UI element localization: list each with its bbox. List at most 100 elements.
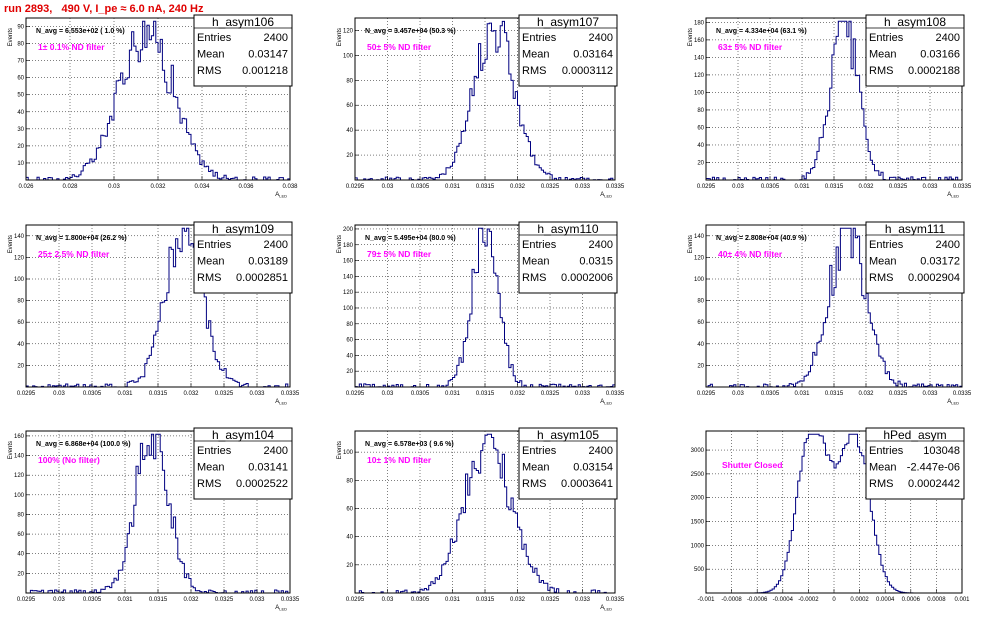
x-axis-title: ALED	[275, 399, 287, 406]
stats-box	[865, 14, 965, 87]
y-tick-label: 40	[17, 110, 24, 116]
x-tick-label: 0.033	[922, 391, 938, 397]
stats-name-mean: Mean	[522, 462, 550, 474]
y-tick-label: 60	[346, 506, 353, 512]
x-tick-label: 0.0315	[149, 597, 168, 603]
x-tick-label: 0.0006	[902, 597, 921, 603]
x-tick-label: 0.0305	[411, 391, 430, 397]
y-tick-label: 200	[343, 227, 354, 233]
histogram-panel-h_asym105: 0.0295 0.03 0.0305 0.031 0.0315 0.032 0.0325 0.…	[337, 427, 625, 612]
stats-name-entries: Entries	[869, 32, 904, 44]
histogram-panel-h_asym106: 0.026 0.028 0.03 0.032 0.034 0.036 0.038 10 20 30…	[8, 14, 298, 199]
filter-annotation: 79± 5% ND filter	[367, 249, 432, 259]
y-tick-label: 120	[343, 28, 354, 34]
filter-annotation: 10± 1% ND filter	[367, 455, 432, 465]
y-tick-label: 2000	[691, 496, 705, 502]
x-tick-label: 0.0325	[215, 597, 234, 603]
stats-value-entries: 2400	[589, 239, 613, 251]
y-tick-label: 80	[17, 299, 24, 305]
stats-title: h_asym104	[212, 428, 274, 442]
stats-name-mean: Mean	[197, 256, 225, 268]
x-tick-label: 0.0295	[17, 597, 36, 603]
x-axis-title: ALED	[600, 605, 612, 612]
x-tick-label: 0.03	[382, 391, 394, 397]
stats-value-entries: 2400	[936, 32, 960, 44]
stats-name-entries: Entries	[869, 445, 904, 457]
y-tick-label: 80	[697, 108, 704, 114]
y-tick-label: 80	[17, 42, 24, 48]
y-tick-label: 40	[346, 128, 353, 134]
stats-box	[865, 221, 965, 294]
y-tick-label: 100	[694, 90, 705, 96]
x-tick-label: 0.03	[108, 184, 120, 190]
y-tick-label: 160	[14, 434, 25, 440]
stats-name-entries: Entries	[197, 239, 232, 251]
stats-value-rms: 0.0003641	[561, 478, 613, 490]
y-tick-label: 120	[694, 255, 705, 261]
x-tick-label: 0.038	[282, 184, 298, 190]
stats-title: h_asym108	[884, 15, 946, 29]
x-tick-label: 0.0305	[83, 391, 102, 397]
x-tick-label: 0.001	[954, 597, 970, 603]
stats-value-mean: 0.03164	[573, 49, 613, 61]
x-tick-label: 0.0315	[825, 391, 844, 397]
stats-value-mean: 0.03154	[573, 462, 613, 474]
stats-value-rms: 0.0002442	[908, 478, 960, 490]
y-tick-label: 60	[17, 76, 24, 82]
stats-name-rms: RMS	[197, 478, 221, 490]
y-tick-label: 20	[697, 363, 704, 369]
stats-box	[193, 221, 293, 294]
x-axis-title: ALED	[275, 192, 287, 199]
stats-name-mean: Mean	[869, 462, 897, 474]
x-tick-label: 0.03	[732, 184, 744, 190]
y-tick-label: 80	[346, 322, 353, 328]
stats-title: h_asym110	[537, 222, 598, 236]
y-tick-label: 70	[17, 59, 24, 65]
x-tick-label: 0.0315	[476, 597, 495, 603]
x-tick-label: 0.03	[53, 391, 65, 397]
x-tick-label: 0.0305	[761, 184, 780, 190]
y-tick-label: 20	[697, 160, 704, 166]
y-tick-label: 80	[697, 299, 704, 305]
stats-name-entries: Entries	[522, 32, 557, 44]
x-tick-label: 0.0315	[149, 391, 168, 397]
histogram-panel-h_asym107: 0.0295 0.03 0.0305 0.031 0.0315 0.032 0.0325 0.…	[337, 14, 625, 199]
stats-name-mean: Mean	[197, 462, 225, 474]
x-tick-label: 0.0325	[541, 597, 560, 603]
y-tick-label: 80	[17, 512, 24, 518]
stats-name-mean: Mean	[522, 49, 550, 61]
stats-value-mean: -2.447e-06	[907, 462, 960, 474]
histogram-line	[706, 433, 962, 594]
x-axis-title: ALED	[275, 605, 287, 612]
y-tick-label: 180	[343, 243, 354, 249]
stats-name-entries: Entries	[522, 445, 557, 457]
x-tick-label: 0.03	[53, 597, 65, 603]
histogram-line	[25, 20, 290, 181]
y-tick-label: 60	[17, 532, 24, 538]
y-tick-label: 2500	[691, 472, 705, 478]
stats-box	[518, 427, 618, 500]
x-tick-label: 0.0335	[606, 391, 625, 397]
x-tick-label: 0.031	[117, 391, 133, 397]
x-tick-label: 0.028	[62, 184, 78, 190]
y-axis-title: Events	[688, 28, 694, 46]
y-axis-title: Events	[337, 441, 343, 459]
x-tick-label: 0.0295	[346, 597, 365, 603]
stats-name-rms: RMS	[869, 478, 893, 490]
stats-value-entries: 2400	[264, 445, 288, 457]
x-tick-label: 0.0295	[346, 184, 365, 190]
stats-value-entries: 2400	[936, 239, 960, 251]
y-tick-label: 40	[17, 552, 24, 558]
run-title: run 2893, 490 V, I_pe ≈ 6.0 nA, 240 Hz	[4, 3, 204, 15]
filter-annotation: 50± 5% ND filter	[367, 42, 432, 52]
y-axis-title: Events	[337, 235, 343, 253]
stats-value-mean: 0.03172	[920, 256, 960, 268]
y-tick-label: 1000	[691, 543, 705, 549]
x-tick-label: 0.032	[510, 597, 526, 603]
stats-value-entries: 103048	[923, 445, 960, 457]
stats-value-rms: 0.0002904	[908, 272, 960, 284]
stats-name-rms: RMS	[522, 478, 546, 490]
x-tick-label: 0.0295	[697, 391, 716, 397]
y-tick-label: 120	[14, 255, 25, 261]
